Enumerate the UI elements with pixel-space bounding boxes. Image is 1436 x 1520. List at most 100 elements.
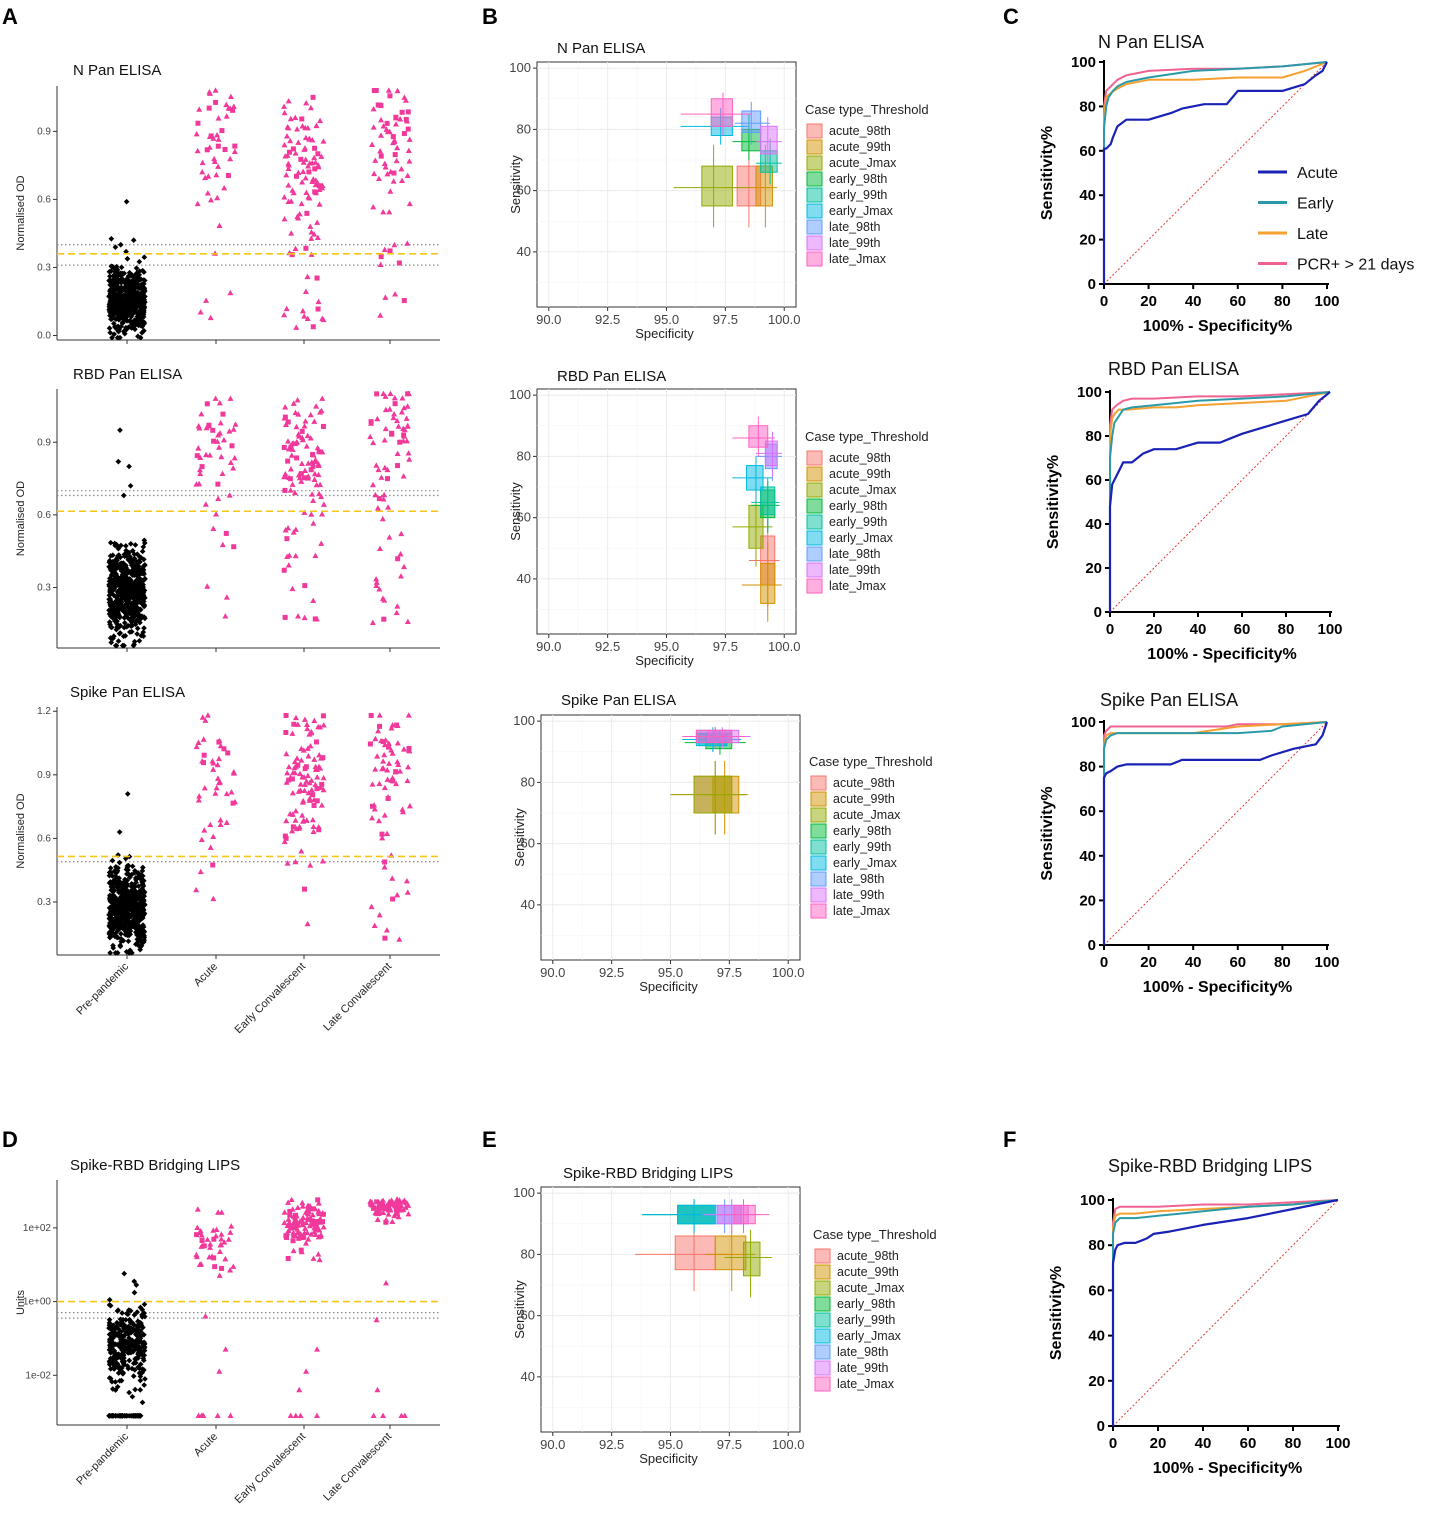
patient-point-triangle: [231, 454, 238, 461]
patient-point-triangle: [299, 123, 306, 129]
patient-point-triangle: [290, 1247, 297, 1254]
patient-point-triangle: [394, 603, 401, 609]
legend-label: acute_98th: [837, 1249, 899, 1263]
patient-point-square: [401, 298, 407, 304]
patient-point-triangle: [381, 437, 388, 443]
patient-point-triangle: [376, 712, 383, 718]
patient-point-triangle: [228, 1223, 235, 1229]
roc-curve-pcr-21-days: [1109, 391, 1331, 612]
prepandemic-point: [136, 638, 143, 644]
patient-point-triangle: [374, 415, 381, 422]
prepandemic-point: [108, 268, 114, 275]
patient-point-triangle: [305, 460, 312, 466]
patient-point-triangle: [306, 797, 313, 803]
prepandemic-point: [120, 576, 126, 582]
patient-point-triangle: [318, 784, 325, 790]
patient-point-triangle: [199, 168, 206, 175]
patient-point-triangle: [392, 768, 399, 775]
patient-point-square: [199, 464, 205, 470]
patient-point-square: [199, 1238, 205, 1244]
prepandemic-point: [123, 1325, 130, 1332]
patient-point-triangle: [386, 208, 393, 215]
legend-label: early_98th: [833, 824, 891, 838]
patient-point-triangle: [295, 411, 302, 417]
x-category-label: Early Convalescent: [233, 1431, 309, 1507]
legend-label: acute_98th: [833, 776, 895, 790]
patient-point-triangle: [393, 780, 400, 787]
patient-point-triangle: [303, 1219, 310, 1226]
patient-point-square: [320, 1219, 326, 1225]
prepandemic-point: [122, 302, 129, 308]
prepandemic-point: [118, 542, 124, 549]
patient-point-square: [225, 172, 231, 178]
prepandemic-outlier: [124, 791, 131, 797]
prepandemic-point: [138, 591, 144, 598]
patient-point-triangle: [307, 435, 314, 441]
patient-point-triangle: [287, 115, 294, 122]
patient-point-triangle: [308, 1221, 315, 1227]
patient-point-square: [310, 1206, 316, 1212]
patient-point-triangle: [303, 778, 310, 784]
roc-curve-late: [1109, 391, 1331, 612]
prepandemic-point: [129, 950, 135, 956]
patient-point-square: [302, 583, 308, 589]
patient-point-triangle: [406, 136, 413, 142]
patient-point-square: [201, 1243, 207, 1249]
x-tick-label: 90.0: [536, 639, 561, 654]
patient-point-triangle: [204, 583, 211, 589]
x-tick-label: 60: [1240, 1435, 1257, 1452]
patient-point-triangle: [376, 545, 383, 552]
patient-point-square: [286, 149, 292, 155]
patient-point-triangle: [387, 188, 394, 194]
patient-point-triangle: [400, 473, 407, 479]
patient-point-triangle: [316, 201, 323, 207]
prepandemic-outlier: [123, 198, 130, 205]
roc-curve-pcr-21-days: [1112, 1199, 1339, 1426]
crossbar-acute-Jmax: [670, 760, 746, 835]
group-points-1: [193, 1206, 237, 1418]
patient-point-triangle: [298, 478, 305, 484]
group-points-2: [281, 1196, 327, 1418]
patient-point-triangle: [204, 1236, 211, 1242]
patient-point-triangle: [390, 178, 397, 184]
patient-point-triangle: [397, 768, 404, 774]
patient-point-triangle: [283, 750, 290, 757]
x-axis-label: Specificity: [635, 326, 694, 341]
patient-point-triangle: [292, 245, 299, 251]
prepandemic-point: [121, 894, 127, 900]
patient-point-triangle: [315, 1209, 322, 1215]
patient-point-square: [315, 1197, 321, 1203]
patient-point-triangle: [211, 158, 218, 165]
patient-point-square: [195, 120, 201, 126]
legend-label: late_98th: [829, 220, 880, 234]
crossbar-early-Jmax: [732, 456, 773, 503]
patient-point-triangle: [289, 730, 296, 736]
y-tick-label: 0.6: [37, 194, 51, 205]
patient-point-triangle: [223, 101, 230, 108]
patient-point-triangle: [301, 423, 308, 429]
roc-curve-late: [1112, 1199, 1339, 1426]
prepandemic-point: [125, 896, 132, 902]
diagonal-reference-line: [1103, 61, 1328, 285]
diagonal-reference-line: [1112, 1199, 1339, 1427]
patient-point-triangle: [299, 812, 306, 818]
prepandemic-point: [125, 324, 132, 331]
patient-point-triangle: [210, 833, 217, 840]
patient-point-square: [391, 170, 397, 176]
legend-swatch: [810, 791, 827, 807]
patient-point-triangle: [207, 1244, 214, 1250]
prepandemic-point: [121, 565, 128, 572]
patient-point-triangle: [380, 390, 387, 397]
legend-label: late_99th: [829, 563, 880, 577]
patient-point-square: [314, 275, 320, 281]
patient-point-square: [397, 439, 403, 445]
patient-point-square: [306, 169, 312, 175]
patient-point-triangle: [218, 453, 225, 460]
crossbar-box: [714, 1235, 747, 1271]
y-tick-label: 1.2: [37, 706, 51, 717]
legend-swatch: [814, 1264, 831, 1280]
prepandemic-point: [131, 607, 138, 614]
prepandemic-point: [134, 612, 141, 618]
prepandemic-point: [141, 556, 147, 563]
patient-point-triangle: [223, 113, 230, 119]
